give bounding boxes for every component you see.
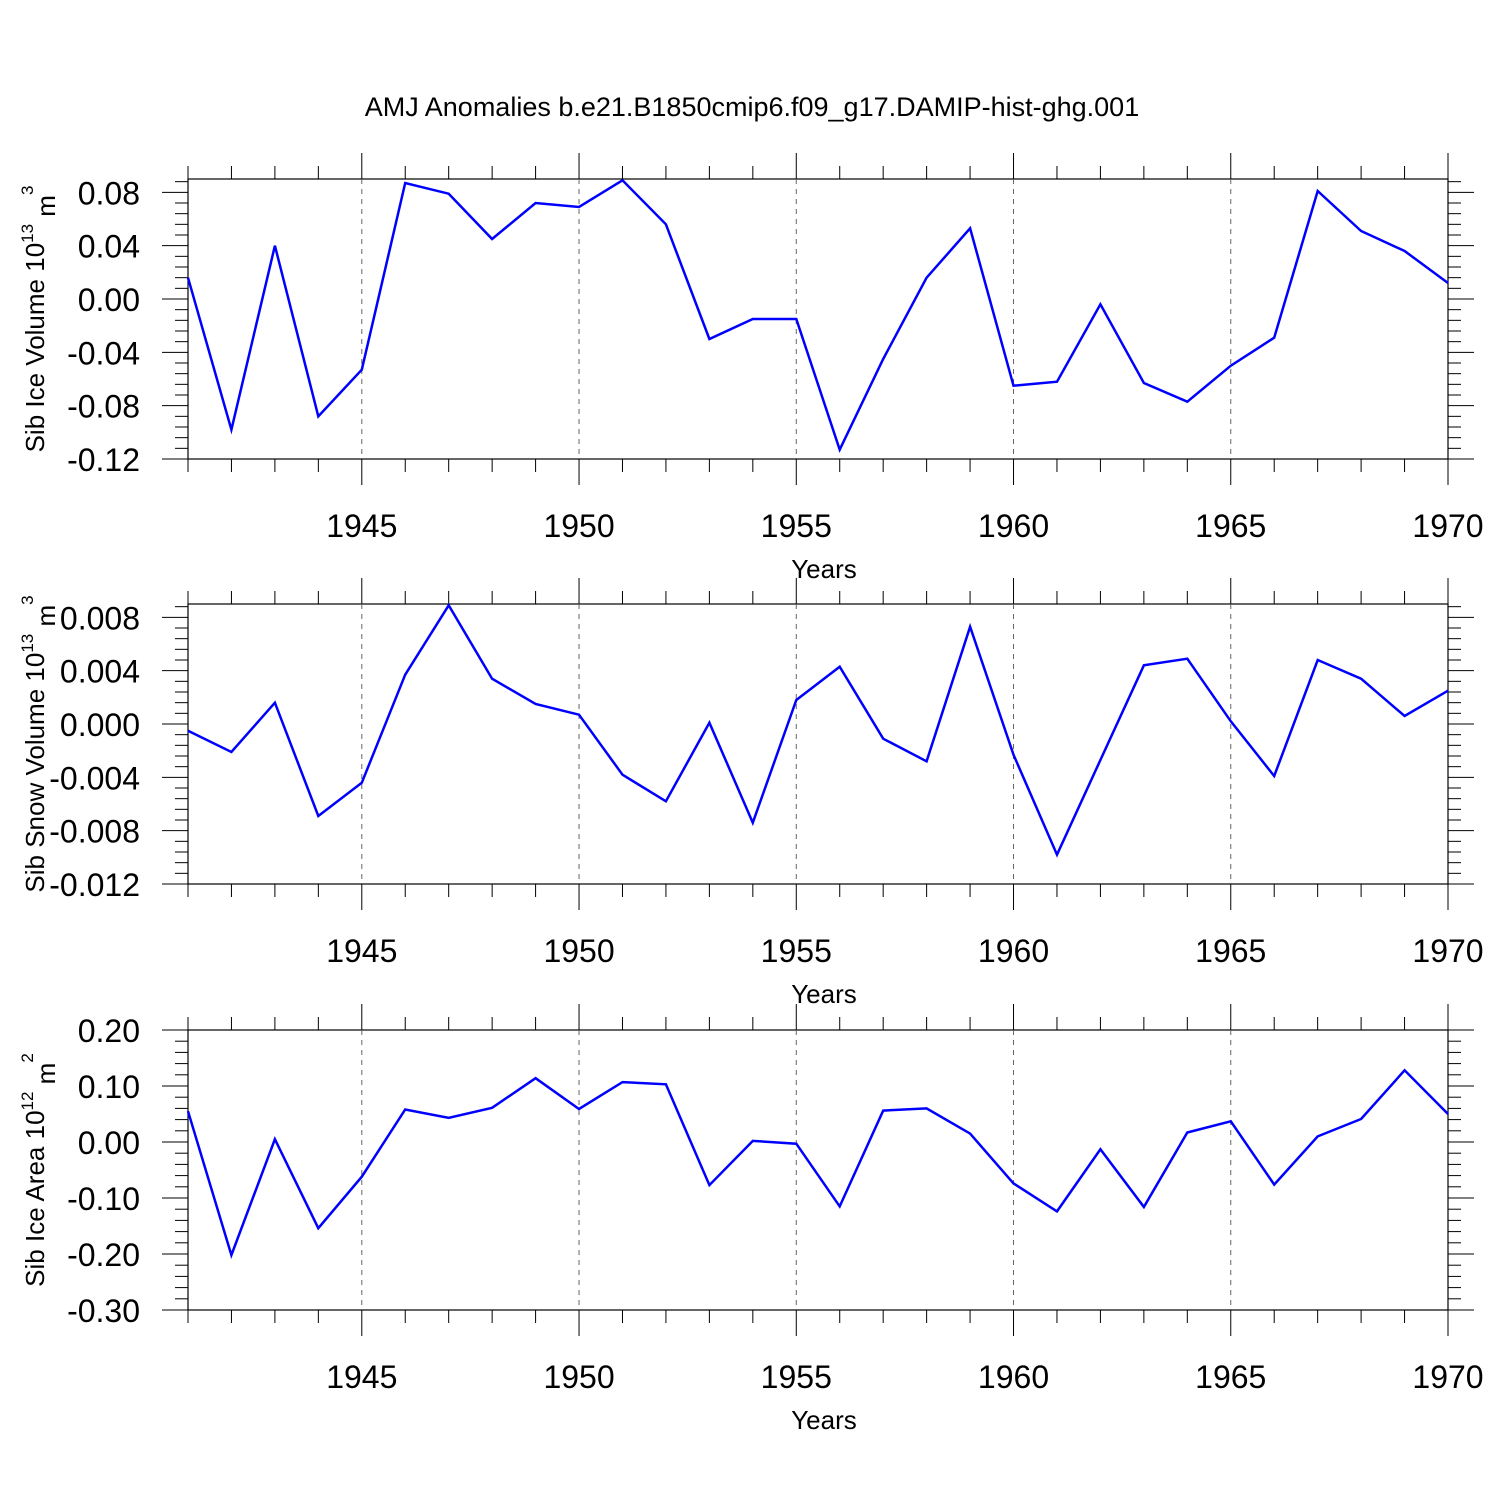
x-tick-label: 1970 xyxy=(1412,508,1483,544)
y-axis-title: Sib Snow Volume 1013 m3 xyxy=(18,595,61,892)
y-axis-title: Sib Ice Volume 1013 m3 xyxy=(18,186,61,453)
y-axis-title-ylabel-unit: m xyxy=(31,1063,61,1092)
y-tick-label: -0.30 xyxy=(67,1293,140,1329)
x-tick-label: 1965 xyxy=(1195,508,1266,544)
x-tick-label: 1945 xyxy=(326,508,397,544)
y-axis-title-ylabel-unit-exp: 2 xyxy=(18,1053,37,1062)
x-axis-title: Years xyxy=(791,979,857,1009)
y-axis-title-ylabel-exp: 13 xyxy=(18,224,37,243)
plot-frame xyxy=(187,603,1449,885)
x-tick-label: 1950 xyxy=(543,1359,614,1395)
y-tick-label: -0.10 xyxy=(67,1181,140,1217)
x-tick-label: 1945 xyxy=(326,933,397,969)
x-tick-label: 1960 xyxy=(978,1359,1049,1395)
y-tick-label: 0.04 xyxy=(78,229,140,265)
y-axis-title-ylabel-exp: 13 xyxy=(18,634,37,653)
x-tick-label: 1950 xyxy=(543,933,614,969)
y-tick-label: 0.008 xyxy=(60,600,140,636)
y-axis-title-ylabel-main: Sib Ice Area 10 xyxy=(20,1110,50,1286)
y-axis-title-ylabel-main: Sib Snow Volume 10 xyxy=(20,653,50,893)
series-line xyxy=(186,1068,1449,1260)
y-axis-title-ylabel-main: Sib Ice Volume 10 xyxy=(20,243,50,453)
y-tick-label: 0.10 xyxy=(78,1069,140,1105)
x-tick-label: 1950 xyxy=(543,508,614,544)
y-axis-title-ylabel-unit: m xyxy=(31,605,61,634)
panels: 1945 1950 1955 1960 1965 1970 Years -0.12 -0.08 -… xyxy=(18,153,1484,1435)
y-axis-title-ylabel-unit-exp: 3 xyxy=(18,595,37,604)
y-tick-label: 0.004 xyxy=(60,654,140,690)
y-tick-label: 0.000 xyxy=(60,707,140,743)
y-axis-title: Sib Ice Area 1012 m2 xyxy=(18,1053,61,1287)
plot-frame xyxy=(187,1029,1449,1311)
x-tick-label: 1965 xyxy=(1195,933,1266,969)
x-tick-label: 1970 xyxy=(1412,1359,1483,1395)
x-axis-title: Years xyxy=(791,554,857,584)
panel-3: 1945 1950 1955 1960 1965 1970 Years -0.30 -0.20 -… xyxy=(18,1004,1484,1435)
y-tick-label: -0.012 xyxy=(49,867,140,903)
series-line xyxy=(186,178,1449,454)
y-tick-label: -0.04 xyxy=(67,335,140,371)
y-tick-label: -0.008 xyxy=(49,814,140,850)
x-tick-label: 1960 xyxy=(978,508,1049,544)
y-tick-label: -0.12 xyxy=(67,442,140,478)
x-tick-label: 1970 xyxy=(1412,933,1483,969)
chart-title: AMJ Anomalies b.e21.B1850cmip6.f09_g17.D… xyxy=(365,92,1139,122)
y-tick-label: 0.00 xyxy=(78,1125,140,1161)
x-tick-label: 1955 xyxy=(761,933,832,969)
series-line xyxy=(187,602,1449,858)
y-tick-label: -0.08 xyxy=(67,389,140,425)
plot-frame xyxy=(187,178,1449,460)
y-tick-label: -0.20 xyxy=(67,1237,140,1273)
y-tick-label: -0.004 xyxy=(49,760,140,796)
y-axis-title-ylabel-unit-exp: 3 xyxy=(18,186,37,195)
x-tick-label: 1955 xyxy=(761,508,832,544)
y-axis-title-ylabel-unit: m xyxy=(31,195,61,224)
y-axis-title-ylabel-exp: 12 xyxy=(18,1092,37,1111)
y-tick-label: 0.00 xyxy=(78,282,140,318)
x-tick-label: 1960 xyxy=(978,933,1049,969)
x-tick-label: 1955 xyxy=(761,1359,832,1395)
y-tick-label: 0.08 xyxy=(78,175,140,211)
x-axis-title: Years xyxy=(791,1405,857,1435)
panel-2: 1945 1950 1955 1960 1965 1970 Years -0.012 -0.00… xyxy=(18,578,1484,1009)
x-tick-label: 1965 xyxy=(1195,1359,1266,1395)
y-tick-label: 0.20 xyxy=(78,1013,140,1049)
panel-1: 1945 1950 1955 1960 1965 1970 Years -0.12 -0.08 -… xyxy=(18,153,1484,584)
x-tick-label: 1945 xyxy=(326,1359,397,1395)
